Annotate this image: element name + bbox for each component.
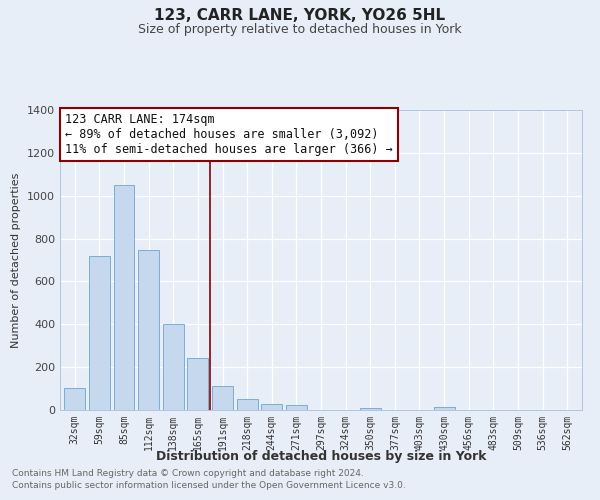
Bar: [89, 256, 110, 410]
Bar: [212, 386, 233, 410]
Text: Size of property relative to detached houses in York: Size of property relative to detached ho…: [138, 22, 462, 36]
Text: 123 CARR LANE: 174sqm
← 89% of detached houses are smaller (3,092)
11% of semi-d: 123 CARR LANE: 174sqm ← 89% of detached …: [65, 113, 393, 156]
Bar: [163, 324, 184, 410]
Bar: [236, 400, 257, 410]
Bar: [187, 358, 208, 410]
Bar: [360, 408, 381, 410]
Bar: [64, 388, 85, 410]
Bar: [261, 404, 282, 410]
Bar: [434, 407, 455, 410]
Y-axis label: Number of detached properties: Number of detached properties: [11, 172, 22, 348]
Text: Contains HM Land Registry data © Crown copyright and database right 2024.: Contains HM Land Registry data © Crown c…: [12, 468, 364, 477]
Bar: [286, 404, 307, 410]
Bar: [113, 185, 134, 410]
Bar: [138, 250, 159, 410]
Text: Contains public sector information licensed under the Open Government Licence v3: Contains public sector information licen…: [12, 481, 406, 490]
Text: Distribution of detached houses by size in York: Distribution of detached houses by size …: [156, 450, 486, 463]
Text: 123, CARR LANE, YORK, YO26 5HL: 123, CARR LANE, YORK, YO26 5HL: [154, 8, 446, 22]
